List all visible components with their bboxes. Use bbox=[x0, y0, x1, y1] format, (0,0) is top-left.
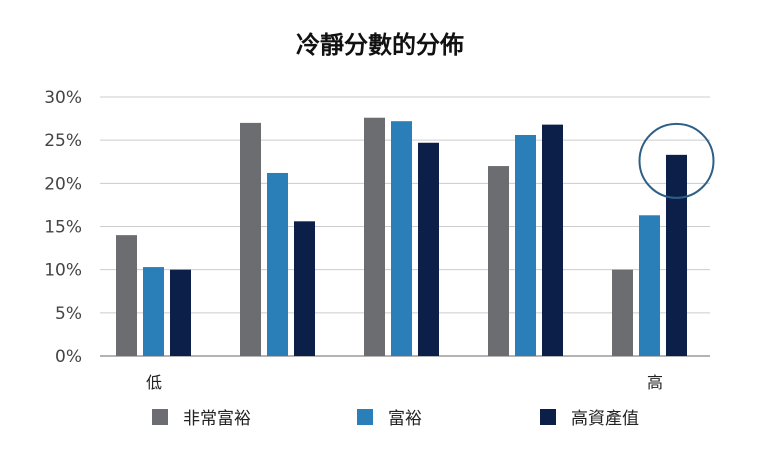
bars bbox=[116, 117, 687, 357]
bar-hnw bbox=[542, 124, 563, 356]
bar-very-affluent bbox=[364, 117, 385, 356]
y-tick-label: 0% bbox=[55, 347, 82, 367]
legend-label: 非常富裕 bbox=[183, 409, 251, 429]
legend-swatch bbox=[357, 409, 373, 425]
bar-hnw bbox=[294, 221, 315, 356]
bar-affluent bbox=[391, 121, 412, 356]
annotations bbox=[638, 122, 715, 199]
bar-very-affluent bbox=[488, 166, 509, 356]
chart-title: 冷靜分數的分佈 bbox=[296, 31, 464, 59]
highlight-circle bbox=[638, 122, 715, 199]
y-tick-label: 10% bbox=[44, 261, 82, 281]
legend-swatch bbox=[540, 409, 556, 425]
y-tick-label: 25% bbox=[44, 131, 82, 151]
axis-label-low: 低 bbox=[146, 373, 162, 392]
bar-affluent bbox=[143, 267, 164, 356]
bar-very-affluent bbox=[116, 235, 137, 356]
y-tick-label: 15% bbox=[44, 218, 82, 238]
bar-affluent bbox=[639, 215, 660, 356]
bar-hnw bbox=[666, 154, 687, 356]
axis-label-high: 高 bbox=[647, 373, 663, 392]
bar-affluent bbox=[267, 172, 288, 356]
legend: 非常富裕 富裕 高資產值 bbox=[152, 409, 639, 429]
legend-label: 富裕 bbox=[388, 409, 422, 429]
legend-swatch bbox=[152, 409, 168, 425]
y-axis: 0% 5% 10% 15% 20% 25% 30% bbox=[44, 88, 82, 367]
legend-label: 高資產值 bbox=[571, 409, 639, 429]
bar-very-affluent bbox=[612, 269, 633, 356]
y-tick-label: 30% bbox=[44, 88, 82, 108]
bar-hnw bbox=[418, 142, 439, 356]
bar-hnw bbox=[170, 269, 191, 356]
y-tick-label: 20% bbox=[44, 174, 82, 194]
bar-affluent bbox=[515, 134, 536, 356]
y-tick-label: 5% bbox=[55, 304, 82, 324]
bar-very-affluent bbox=[240, 122, 261, 357]
